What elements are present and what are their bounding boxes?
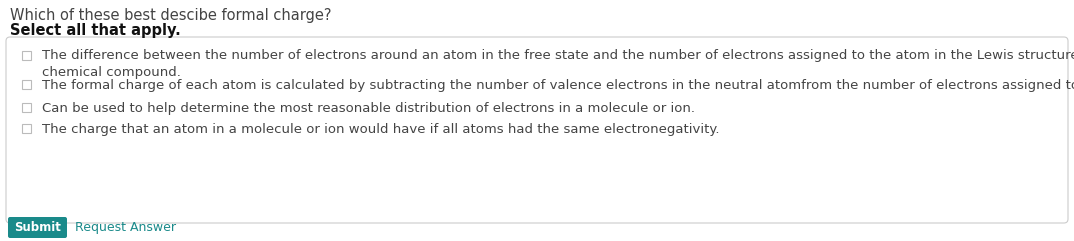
Text: Select all that apply.: Select all that apply.: [10, 23, 180, 38]
Text: The charge that an atom in a molecule or ion would have if all atoms had the sam: The charge that an atom in a molecule or…: [42, 123, 720, 136]
Text: Request Answer: Request Answer: [75, 221, 176, 234]
FancyBboxPatch shape: [6, 37, 1068, 223]
Text: Submit: Submit: [14, 221, 61, 234]
Text: The difference between the number of electrons around an atom in the free state : The difference between the number of ele…: [42, 49, 1074, 79]
Text: Which of these best descibe formal charge?: Which of these best descibe formal charg…: [10, 8, 332, 23]
Text: The formal charge of each atom is calculated by subtracting the number of valenc: The formal charge of each atom is calcul…: [42, 79, 1074, 92]
Text: Can be used to help determine the most reasonable distribution of electrons in a: Can be used to help determine the most r…: [42, 102, 695, 115]
FancyBboxPatch shape: [21, 80, 30, 88]
FancyBboxPatch shape: [8, 217, 67, 238]
FancyBboxPatch shape: [21, 102, 30, 112]
FancyBboxPatch shape: [21, 123, 30, 133]
FancyBboxPatch shape: [21, 51, 30, 60]
